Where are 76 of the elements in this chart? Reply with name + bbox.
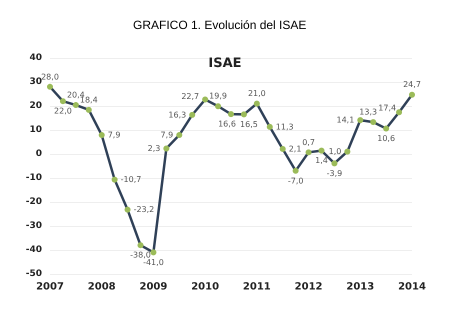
y-tick-label: 40 (29, 53, 42, 63)
data-label: -7,0 (288, 176, 304, 186)
data-label: -3,9 (326, 168, 342, 178)
y-tick-label: 30 (29, 77, 42, 87)
point (318, 148, 324, 154)
data-label: 2,1 (288, 144, 302, 154)
point (138, 242, 144, 248)
point (240, 111, 247, 118)
point (86, 106, 92, 113)
data-label: 13,3 (359, 108, 378, 117)
point (163, 145, 170, 152)
point (215, 103, 222, 110)
point (189, 112, 196, 118)
data-label: 16,3 (168, 110, 186, 120)
point (176, 132, 182, 138)
y-tick-label: -40 (26, 245, 42, 255)
point (72, 102, 79, 108)
point (266, 124, 273, 130)
y-tick-label: 10 (29, 125, 42, 135)
point (254, 100, 260, 107)
y-tick-label: 20 (29, 101, 42, 111)
point (357, 117, 364, 124)
data-label: -23,2 (134, 205, 154, 214)
point (202, 96, 208, 103)
point (98, 132, 105, 138)
point (112, 176, 118, 183)
data-label: 1,0 (328, 147, 342, 156)
point (409, 92, 415, 98)
point (383, 126, 390, 132)
data-label: 10,6 (377, 134, 396, 144)
x-tick-label: 2010 (191, 282, 220, 292)
point (396, 109, 402, 116)
point (292, 168, 299, 174)
x-tick-label: 2009 (140, 282, 168, 292)
data-label: 14,1 (336, 116, 354, 125)
chart-subtitle: ISAE (208, 56, 242, 71)
data-label: 16,6 (218, 120, 236, 129)
point (124, 206, 131, 213)
data-label: 11,3 (276, 122, 294, 132)
data-label: 24,7 (403, 80, 421, 90)
data-label: 28,0 (41, 72, 59, 82)
point (344, 148, 350, 155)
point (280, 146, 286, 152)
x-tick-label: 2013 (346, 282, 374, 292)
point (150, 249, 156, 256)
data-label: -41,0 (143, 258, 164, 267)
chart-title: GRAFICO 1. Evolución del ISAE (133, 18, 306, 32)
point (306, 149, 312, 156)
data-label: -38,0 (130, 250, 151, 260)
y-tick-label: -30 (26, 221, 42, 231)
x-tick-label: 2007 (36, 282, 64, 292)
y-tick-label: 0 (36, 149, 42, 159)
point (331, 160, 338, 166)
x-tick-label: 2011 (242, 282, 271, 292)
y-tick-label: -50 (26, 269, 42, 279)
y-tick-label: -20 (26, 197, 42, 207)
data-label: 22,0 (54, 106, 72, 116)
data-label: 16,5 (240, 120, 258, 129)
x-tick-label: 2012 (294, 282, 323, 292)
data-label: -10,7 (120, 175, 142, 184)
data-label: 1,4 (315, 156, 328, 166)
point (47, 84, 53, 90)
y-tick-label: -10 (26, 173, 42, 183)
data-label: 2,3 (148, 144, 160, 153)
x-tick-label: 2008 (88, 282, 116, 292)
point (60, 98, 66, 104)
point (228, 111, 234, 118)
data-label: 0,7 (302, 138, 315, 147)
data-label: 7,9 (108, 130, 120, 140)
data-label: 17,4 (378, 104, 396, 113)
data-label: 22,7 (181, 92, 200, 102)
data-label: 7,9 (160, 130, 174, 140)
data-label: 21,0 (248, 89, 266, 98)
data-label: 19,9 (209, 92, 227, 101)
point (370, 119, 376, 126)
x-tick-label: 2014 (398, 282, 426, 292)
